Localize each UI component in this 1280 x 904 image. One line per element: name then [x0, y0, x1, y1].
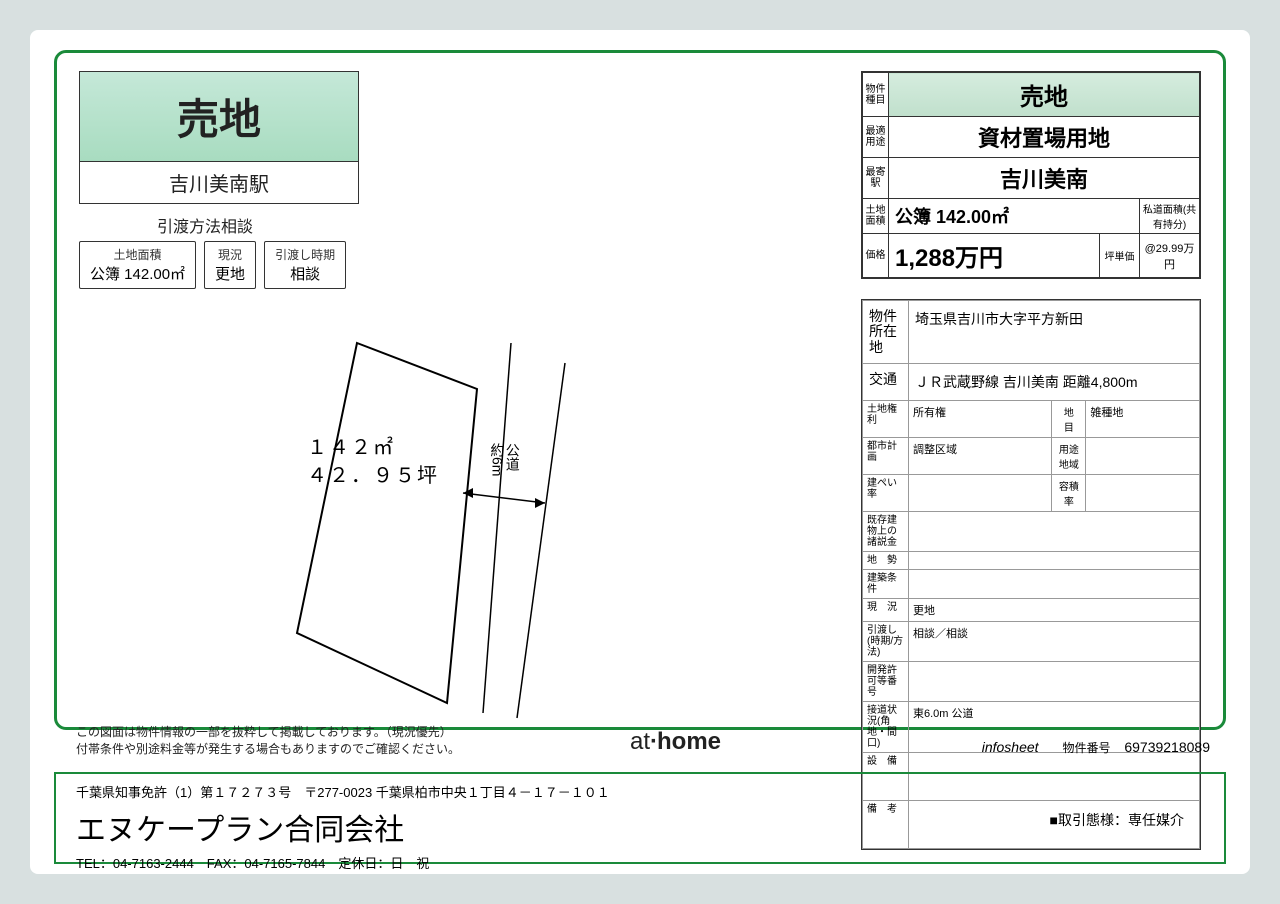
type-label: 物件種目 [863, 73, 889, 117]
plot-svg [177, 323, 657, 723]
road-line-1 [483, 343, 511, 713]
arrow-head-right [535, 498, 545, 508]
disclaimer: この図面は物件情報の一部を抜粋して掲載しております。（現況優先） 付帯条件や別途… [76, 724, 460, 758]
detail-label: 建ぺい率 [863, 475, 909, 512]
plot-shape [297, 343, 477, 703]
prop-num-value: 69739218089 [1124, 739, 1210, 755]
detail-value [909, 552, 1200, 570]
detail-label: 引渡し(時期/方法) [863, 622, 909, 662]
detail-table: 物件所在地 埼玉県吉川市大字平方新田 交通 ＪＲ武蔵野線 吉川美南 距離4,80… [861, 299, 1201, 850]
trans-label: 交通 [863, 364, 909, 401]
detail-value-2 [1086, 475, 1200, 512]
detail-value: 相談／相談 [909, 622, 1200, 662]
detail-label: 既存建物上の諸説金 [863, 512, 909, 552]
detail-value [909, 570, 1200, 599]
detail-value: 調整区域 [909, 438, 1052, 475]
page: 売地 吉川美南駅 引渡方法相談 土地面積 公簿 142.00㎡ 現況 更地 引渡… [30, 30, 1250, 874]
detail-label-2: 地 目 [1052, 401, 1086, 438]
area-note: 私道面積(共有持分) [1140, 199, 1200, 234]
company-box: 千葉県知事免許（1）第１７２７３号 〒277-0023 千葉県柏市中央１丁目４－… [54, 772, 1226, 864]
company-name: エヌケープラン合同会社 [76, 805, 1204, 849]
detail-label-2: 用途地域 [1052, 438, 1086, 475]
detail-label: 開発許可等番号 [863, 662, 909, 702]
trans-value: ＪＲ武蔵野線 吉川美南 距離4,800m [909, 364, 1200, 401]
road-line-2 [517, 363, 565, 718]
infosheet-label: infosheet [982, 739, 1039, 755]
detail-value [909, 512, 1200, 552]
main-panel: 売地 吉川美南駅 引渡方法相談 土地面積 公簿 142.00㎡ 現況 更地 引渡… [54, 50, 1226, 730]
station-label: 最寄駅 [863, 158, 889, 199]
detail-value [909, 475, 1052, 512]
prop-num-label: 物件番号 [1062, 741, 1110, 755]
plot-diagram: １４２㎡ ４２．９５坪 公道 約6m [177, 323, 657, 723]
listing-type: 売地 [80, 72, 358, 162]
transaction-type: ■取引態様：専任媒介 [1050, 810, 1184, 830]
detail-label: 地 勢 [863, 552, 909, 570]
detail-label: 建築条件 [863, 570, 909, 599]
infosheet-line: infosheet 物件番号 69739218089 [982, 739, 1210, 756]
detail-label: 土地権利 [863, 401, 909, 438]
price-value: 1,288万円 [889, 234, 1100, 278]
brand-logo: at·home [630, 728, 721, 756]
detail-value: 更地 [909, 599, 1200, 622]
stat-area: 土地面積 公簿 142.00㎡ [79, 241, 196, 289]
unit-label: 坪単価 [1100, 234, 1140, 278]
detail-value: 所有権 [909, 401, 1052, 438]
stat-delivery: 引渡し時期 相談 [264, 241, 346, 289]
road-arrow [463, 493, 545, 503]
addr-value: 埼玉県吉川市大字平方新田 [909, 301, 1200, 364]
detail-value-2: 雑種地 [1086, 401, 1200, 438]
use-label: 最適用途 [863, 117, 889, 158]
detail-label-2: 容積率 [1052, 475, 1086, 512]
info-summary: 物件種目 売地 最適用途 資材置場用地 最寄駅 吉川美南 土地面積 公簿 142… [861, 71, 1201, 279]
area-label: 土地面積 [863, 199, 889, 234]
title-box: 売地 吉川美南駅 [79, 71, 359, 204]
unit-value: @29.99万円 [1140, 234, 1200, 278]
detail-label: 接道状況(角地・間口) [863, 702, 909, 753]
delivery-note: 引渡方法相談 [157, 213, 253, 237]
stat-row: 土地面積 公簿 142.00㎡ 現況 更地 引渡し時期 相談 [79, 241, 346, 289]
station-value: 吉川美南 [889, 158, 1200, 199]
area-text: １４２㎡ ４２．９５坪 [307, 433, 439, 489]
type-value: 売地 [889, 73, 1200, 117]
area-value: 公簿 142.00㎡ [889, 199, 1140, 234]
detail-label: 現 況 [863, 599, 909, 622]
company-contact: TEL：04-7163-2444 FAX：04-7165-7844 定休日：日 … [76, 853, 1204, 872]
company-license: 千葉県知事免許（1）第１７２７３号 〒277-0023 千葉県柏市中央１丁目４－… [76, 782, 1204, 801]
station-name: 吉川美南駅 [80, 162, 358, 203]
detail-value [909, 662, 1200, 702]
road-label: 公道 約6m [489, 443, 520, 476]
detail-value-2 [1086, 438, 1200, 475]
addr-label: 物件所在地 [863, 301, 909, 364]
price-label: 価格 [863, 234, 889, 278]
stat-condition: 現況 更地 [204, 241, 256, 289]
detail-label: 都市計画 [863, 438, 909, 475]
use-value: 資材置場用地 [889, 117, 1200, 158]
